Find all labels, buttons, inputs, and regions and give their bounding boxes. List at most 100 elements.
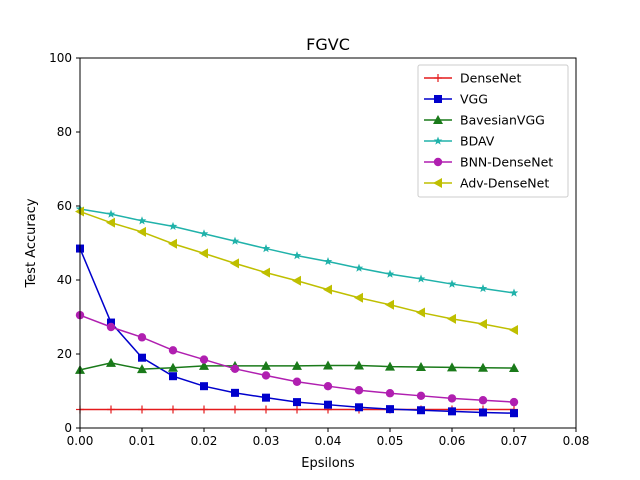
data-point-bavesianvgg (199, 360, 209, 370)
data-point-adv-densenet (447, 313, 456, 324)
data-point-vgg (231, 388, 239, 397)
data-point-bnn-densenet (478, 396, 488, 405)
data-point-bavesianvgg (354, 360, 364, 370)
chart-title: FGVC (306, 35, 350, 54)
data-point-vgg (262, 393, 270, 402)
data-point-vgg (324, 400, 332, 409)
legend-label: DenseNet (460, 71, 521, 86)
data-point-bnn-densenet (168, 346, 178, 355)
y-tick-label: 60 (57, 199, 72, 213)
x-tick-label: 0.04 (315, 434, 342, 448)
data-point-bavesianvgg (168, 362, 178, 372)
data-point-bavesianvgg (323, 360, 333, 370)
legend: DenseNet VGG BavesianVGG BDAV BNN-DenseNet Ad… (417, 64, 569, 198)
data-point-bnn-densenet (385, 389, 395, 398)
data-point-adv-densenet (323, 284, 332, 295)
data-point-adv-densenet (354, 292, 363, 303)
data-point-bdav (385, 269, 395, 278)
x-tick-label: 0.01 (129, 434, 156, 448)
data-point-bavesianvgg (416, 361, 426, 371)
data-point-adv-densenet (261, 267, 270, 278)
data-point-vgg (386, 405, 394, 414)
data-point-bnn-densenet (323, 381, 333, 391)
data-point-bdav (323, 257, 333, 266)
data-point-bavesianvgg (478, 362, 488, 372)
legend-entry-bdav: BDAV (424, 134, 495, 149)
data-point-bnn-densenet (137, 333, 147, 342)
data-point-bdav (137, 216, 147, 225)
legend-label: BNN-DenseNet (460, 155, 553, 170)
data-point-bnn-densenet (199, 355, 209, 364)
data-point-adv-densenet (509, 324, 518, 335)
data-point-bavesianvgg (137, 364, 147, 374)
y-tick-label: 40 (57, 273, 72, 287)
data-point-vgg (479, 408, 487, 417)
data-point-bnn-densenet (416, 391, 426, 401)
data-point-vgg (417, 406, 425, 415)
data-point-bdav (447, 279, 457, 288)
data-point-bnn-densenet (509, 397, 519, 407)
data-point-bdav (199, 229, 209, 238)
x-tick-label: 0.03 (253, 434, 280, 448)
legend-entry-bavesianvgg: BavesianVGG (424, 113, 545, 128)
plot-frame (79, 57, 577, 429)
data-point-densenet (262, 405, 270, 414)
data-point-densenet (169, 405, 177, 414)
series-vgg (76, 244, 518, 418)
data-point-bavesianvgg (447, 362, 457, 372)
data-point-vgg (169, 372, 177, 381)
x-tick-label: 0.07 (501, 434, 528, 448)
data-point-bdav (509, 288, 519, 297)
legend-marker (433, 136, 443, 145)
data-point-densenet (200, 405, 208, 414)
y-axis-label: Test Accuracy (24, 198, 39, 288)
y-tick-label: 100 (49, 51, 72, 65)
legend-label: BavesianVGG (460, 113, 545, 128)
x-tick-label: 0.00 (67, 434, 94, 448)
legend-entry-adv-densenet: Adv-DenseNet (424, 176, 549, 191)
legend-marker (434, 74, 442, 82)
series-adv-densenet (75, 206, 518, 335)
y-tick-label: 80 (57, 125, 72, 139)
legend-entry-vgg: VGG (424, 92, 488, 107)
legend-entry-bnn-densenet: BNN-DenseNet (424, 155, 553, 170)
data-point-bnn-densenet (354, 386, 364, 395)
series-bnn-densenet (75, 310, 519, 407)
x-tick-label: 0.05 (377, 434, 404, 448)
data-point-bdav (478, 284, 488, 293)
data-point-densenet (107, 405, 115, 414)
data-point-bavesianvgg (106, 357, 116, 367)
y-tick-label: 0 (64, 421, 72, 435)
data-point-vgg (138, 353, 146, 362)
data-point-vgg (293, 398, 301, 407)
data-point-bdav (416, 274, 426, 283)
data-point-bdav (354, 263, 364, 272)
data-point-bdav (106, 209, 116, 218)
data-point-adv-densenet (385, 299, 394, 310)
data-point-adv-densenet (106, 217, 115, 228)
x-axis-label: Epsilons (301, 456, 355, 471)
legend-entry-densenet: DenseNet (424, 71, 521, 86)
data-point-bdav (292, 251, 302, 260)
data-point-adv-densenet (168, 238, 177, 249)
data-point-densenet (231, 405, 239, 414)
data-point-bdav (168, 221, 178, 230)
data-point-adv-densenet (416, 307, 425, 318)
data-point-adv-densenet (292, 275, 301, 286)
x-tick-label: 0.02 (191, 434, 218, 448)
legend-marker (433, 115, 443, 124)
legend-marker (433, 157, 443, 167)
data-point-bnn-densenet (106, 322, 116, 332)
legend-box (417, 64, 569, 198)
x-tick-label: 0.06 (439, 434, 466, 448)
data-point-adv-densenet (478, 319, 487, 330)
legend-label: VGG (460, 92, 488, 107)
data-point-densenet (293, 405, 301, 414)
legend-label: BDAV (460, 134, 495, 149)
data-point-bavesianvgg (385, 361, 395, 371)
data-point-densenet (138, 405, 146, 414)
legend-marker (433, 178, 442, 188)
data-point-vgg (107, 318, 115, 327)
data-point-bdav (261, 244, 271, 253)
